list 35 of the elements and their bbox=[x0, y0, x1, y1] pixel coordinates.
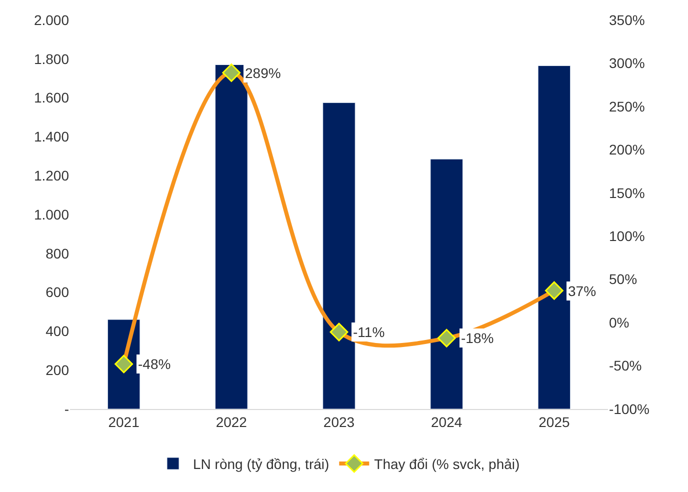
y-tick-label: 200 bbox=[46, 362, 70, 378]
data-label: -48% bbox=[138, 356, 171, 372]
y-tick-label: 800 bbox=[46, 245, 70, 262]
y-tick-label: - bbox=[64, 400, 70, 417]
y2-tick-label: 150% bbox=[609, 184, 645, 201]
y2-tick-label: 100% bbox=[609, 228, 645, 244]
x-tick-label: 2021 bbox=[108, 414, 140, 430]
legend-label: LN ròng (tỷ đồng, trái) bbox=[193, 456, 330, 472]
data-label: 37% bbox=[568, 283, 596, 299]
x-tick-label: 2023 bbox=[323, 414, 355, 430]
x-tick-label: 2022 bbox=[216, 414, 248, 430]
y-tick-label: 2.000 bbox=[34, 12, 70, 28]
y2-tick-label: 250% bbox=[609, 98, 645, 114]
y-tick-label: 400 bbox=[46, 323, 70, 340]
y-tick-label: 1.200 bbox=[34, 168, 70, 184]
y2-tick-label: 300% bbox=[609, 55, 645, 72]
data-label: -11% bbox=[353, 324, 385, 340]
y-tick-label: 1.000 bbox=[34, 206, 70, 222]
x-tick-label: 2025 bbox=[538, 414, 570, 430]
x-tick-label: 2024 bbox=[431, 414, 462, 430]
y2-tick-label: 50% bbox=[609, 271, 638, 288]
y2-tick-label: 200% bbox=[609, 142, 645, 158]
data-label: 289% bbox=[245, 65, 281, 81]
y-tick-label: 1.600 bbox=[34, 90, 70, 106]
bar bbox=[430, 158, 463, 409]
data-label: -18% bbox=[461, 330, 494, 346]
legend-label: Thay đổi (% svck, phải) bbox=[374, 456, 520, 472]
y-tick-label: 600 bbox=[46, 284, 70, 300]
y-tick-label: 1.800 bbox=[34, 50, 70, 67]
bar bbox=[322, 102, 356, 409]
y2-tick-label: -50% bbox=[609, 358, 642, 374]
y-tick-label: 1.400 bbox=[34, 128, 70, 145]
y2-tick-label: 350% bbox=[609, 12, 645, 28]
y2-tick-label: 0% bbox=[609, 314, 630, 330]
y2-tick-label: -100% bbox=[609, 400, 650, 417]
